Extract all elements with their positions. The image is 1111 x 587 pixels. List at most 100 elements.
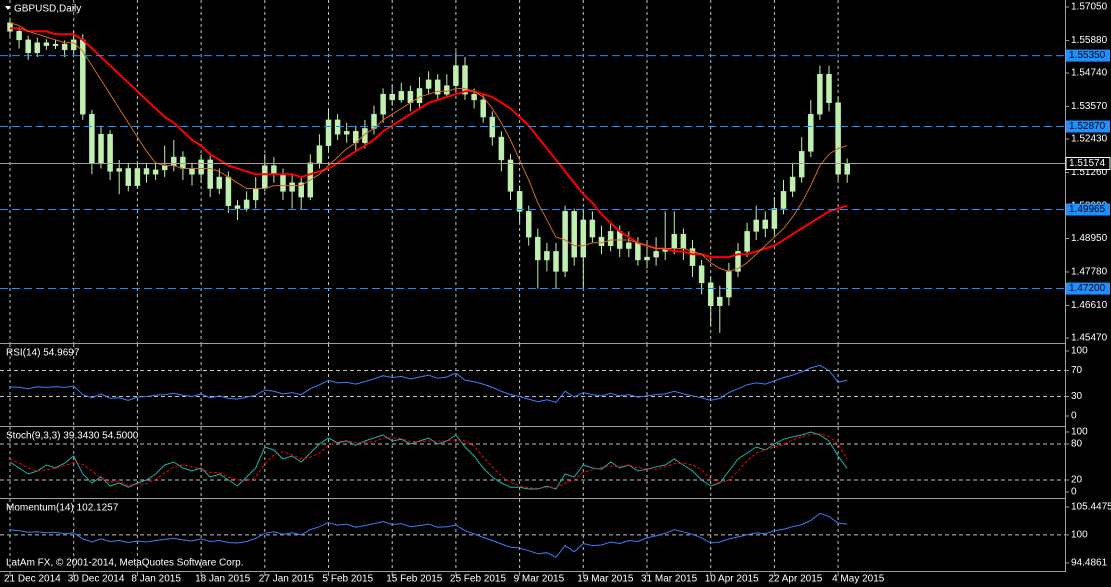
candle-body [744,231,750,252]
y-tick-label: 20 [1071,475,1083,486]
y-tick-label: 1.52430 [1071,134,1108,145]
candle-body [553,251,559,272]
y-tick-label: 1.46610 [1071,300,1108,311]
candle-body [180,156,186,169]
candle-body [243,199,250,209]
candle-body [316,145,323,164]
level-box [1066,120,1110,133]
candle-body [116,168,122,172]
candle-body [598,236,605,246]
level-box [1066,49,1110,62]
x-tick-label: 21 Dec 2014 [4,574,61,585]
indicator-line [9,364,848,403]
candle-body [844,163,850,175]
moving-average [10,27,848,259]
x-tick-label: 19 Mar 2015 [577,574,634,585]
candle-body [252,188,259,201]
last-price-label: 1.51574 [1069,158,1106,169]
candle-body [380,93,386,115]
y-tick-label: 94.4861 [1071,558,1108,569]
candle-body [262,165,268,189]
panel-title: Stoch(9,3,3) 39.3430 54.5000 [6,431,139,442]
candle-body [234,205,241,209]
y-tick-label: 0 [1071,411,1077,422]
candle-body [680,233,687,249]
candle-body [334,119,341,135]
y-tick-label: 1.55880 [1071,35,1108,46]
candle-body [325,119,332,146]
x-tick-label: 8 Jan 2015 [131,574,181,585]
candle-body [61,43,68,51]
candle-body [425,79,432,89]
candle-body [507,159,514,192]
candle-body [462,65,468,95]
candle-body [698,265,705,284]
copyright: LatAm FX, © 2001-2014, MetaQuotes Softwa… [6,558,244,569]
x-tick-label: 31 Mar 2015 [641,574,698,585]
candle-body [671,233,678,249]
y-tick-label: 1.53570 [1071,101,1108,112]
candle-body [98,133,104,164]
candle-body [689,248,696,266]
candle-body [398,91,405,101]
candle-body [407,91,414,104]
x-tick-label: 9 Mar 2015 [514,574,565,585]
candle-body [798,151,805,178]
candle-body [52,43,59,46]
candle-body [808,113,814,152]
candle-body [189,168,195,175]
candle-body [780,191,787,209]
x-tick-label: 22 Apr 2015 [768,574,822,585]
panel-title: RSI(14) 54.9697 [6,348,80,359]
candle-body [362,128,368,144]
candle-body [762,219,769,229]
candle-body [143,168,150,175]
y-tick-label: 100 [1071,346,1088,357]
x-tick-label: 5 Feb 2015 [323,574,374,585]
level-label: 1.47200 [1069,283,1106,294]
candle-body [817,73,823,115]
candle-body [480,99,486,118]
moving-average [9,22,848,272]
candle-body [7,22,13,32]
candle-body [171,156,177,166]
candle-body [343,131,350,135]
y-tick-label: 1.54740 [1071,68,1108,79]
candle-body [389,93,395,101]
x-tick-label: 27 Jan 2015 [259,574,314,585]
y-tick-label: 1.57050 [1071,2,1108,13]
candle-body [207,159,213,189]
candle-body [216,176,223,189]
level-label: 1.52870 [1069,121,1106,132]
candle-body [298,182,304,198]
candle-body [89,113,95,164]
y-tick-label: 70 [1071,365,1083,376]
candle-body [43,42,50,46]
x-tick-label: 4 May 2015 [832,574,885,585]
candle-body [726,271,732,298]
level-label: 1.49965 [1069,204,1106,215]
y-tick-label: 1.51260 [1071,167,1108,178]
candle-body [16,31,22,41]
last-price-box [1065,157,1111,171]
candle-body [544,251,550,261]
candle-body [835,102,841,175]
y-tick-label: 30 [1071,391,1083,402]
candle-body [535,236,541,261]
candle-body [25,39,31,53]
y-tick-label: 1.45470 [1071,333,1108,344]
y-tick-label: 100 [1071,529,1088,540]
candle-body [717,296,723,306]
candle-body [434,79,441,95]
panel-title: Momentum(14) 102.1257 [6,503,119,514]
candle-body [225,176,232,206]
indicator-line [9,431,848,490]
y-tick-label: 1.47780 [1071,267,1108,278]
candle-body [644,256,650,261]
candle-body [198,159,204,175]
candle-body [589,219,596,238]
candle-body [626,242,632,249]
x-tick-label: 15 Feb 2015 [386,574,443,585]
candle-body [280,173,286,192]
